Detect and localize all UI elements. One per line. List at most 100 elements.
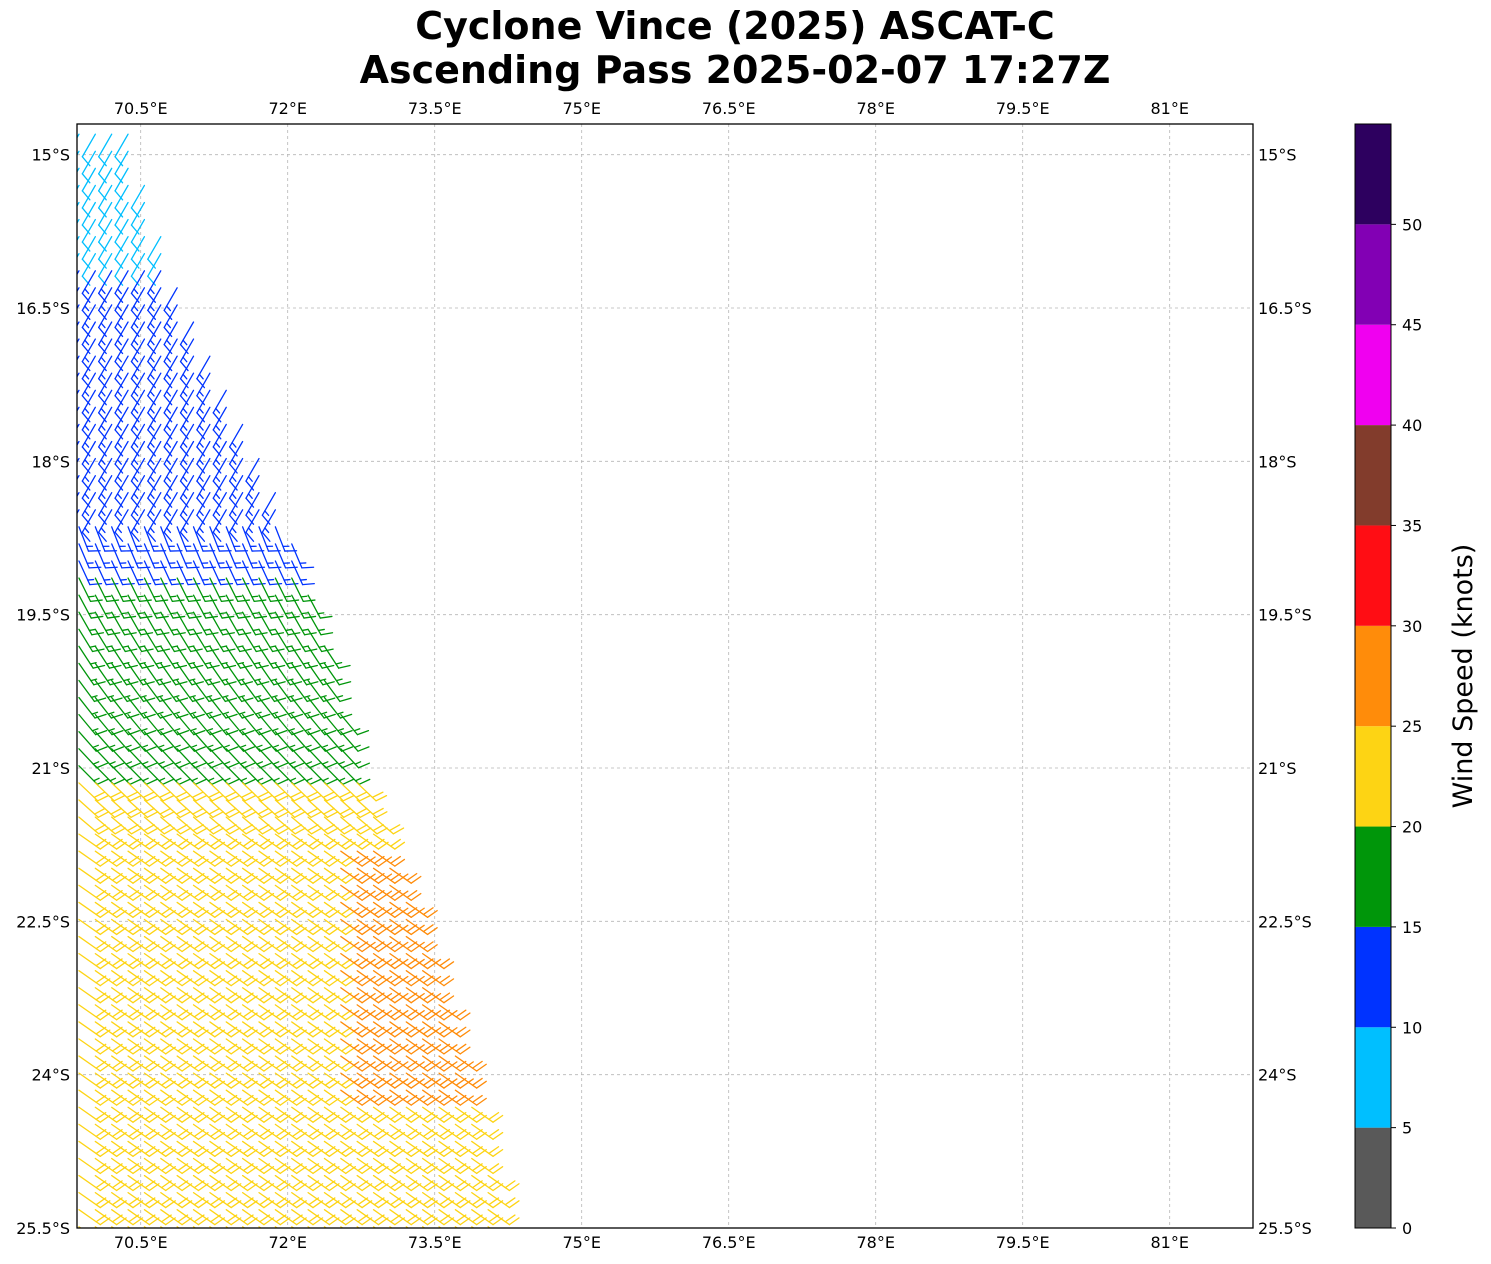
barb-staff	[78, 696, 96, 719]
barb-staff	[78, 731, 97, 752]
wind-barb	[163, 492, 178, 525]
wind-barb	[98, 184, 113, 218]
barb-half-feather	[386, 1044, 393, 1049]
barb-feather	[493, 1235, 503, 1242]
barb-feather	[231, 1235, 241, 1242]
barb-feather	[372, 824, 385, 832]
barb-half-feather	[369, 907, 376, 913]
barb-half-feather	[219, 612, 227, 615]
barb-feather	[324, 746, 337, 752]
wind-barb	[163, 457, 178, 491]
barb-half-feather	[172, 695, 180, 699]
barb-staff	[78, 713, 97, 736]
barb-staff	[81, 492, 96, 516]
barb-feather	[198, 1235, 208, 1242]
barb-feather	[114, 190, 124, 201]
barb-staff	[196, 509, 211, 533]
wind-barb	[147, 423, 162, 457]
barb-staff	[340, 833, 363, 850]
barb-feather	[504, 1214, 516, 1223]
wind-barb	[179, 440, 195, 474]
wind-barb	[307, 1226, 311, 1228]
barb-staff	[323, 1072, 347, 1089]
barb-staff	[274, 970, 298, 987]
barb-staff	[212, 492, 227, 516]
barb-half-feather	[467, 1078, 474, 1083]
barb-feather	[163, 827, 176, 835]
barb-feather	[179, 412, 189, 423]
barb-staff	[81, 201, 96, 226]
barb-staff	[78, 1174, 101, 1192]
barb-half-feather	[353, 1010, 360, 1015]
barb-half-feather	[202, 595, 210, 598]
barb-feather	[375, 794, 388, 802]
barb-staff	[389, 867, 412, 884]
barb-staff	[98, 492, 113, 516]
barb-feather	[289, 791, 302, 799]
barb-half-feather	[93, 777, 100, 782]
wind-barb	[471, 1157, 504, 1175]
barb-staff	[454, 1106, 478, 1123]
colorbar-tick-label: 15	[1402, 918, 1422, 937]
barb-half-feather	[84, 459, 90, 465]
barb-feather	[159, 697, 172, 703]
barb-staff	[405, 1055, 429, 1072]
barb-staff	[143, 1157, 167, 1175]
barb-staff	[160, 970, 183, 987]
barb-half-feather	[84, 476, 90, 482]
barb-feather	[179, 514, 189, 525]
barb-half-feather	[252, 628, 260, 632]
barb-staff	[454, 1055, 478, 1072]
barb-feather	[508, 1200, 520, 1209]
barb-half-feather	[353, 1078, 360, 1083]
barb-staff	[471, 1123, 494, 1140]
barb-feather	[220, 599, 234, 603]
barb-feather	[66, 396, 74, 405]
wind-barb	[130, 423, 146, 457]
wind-barb	[389, 867, 422, 884]
barb-staff	[147, 457, 162, 482]
barb-half-feather	[149, 373, 155, 380]
barb-feather	[114, 395, 124, 406]
barb-feather	[362, 1235, 372, 1242]
barb-half-feather	[386, 924, 393, 930]
barb-staff	[405, 901, 429, 918]
barb-feather	[309, 794, 322, 802]
barb-half-feather	[264, 527, 270, 534]
barb-feather	[130, 514, 140, 525]
lat-tick-label-left: 19.5°S	[16, 606, 70, 625]
barb-feather	[130, 412, 140, 423]
barb-feather	[224, 791, 237, 799]
barb-feather	[163, 463, 173, 474]
barb-staff	[372, 987, 396, 1004]
wind-barb	[163, 355, 178, 389]
wind-barb	[340, 1226, 372, 1242]
barb-staff	[81, 133, 96, 158]
barb-staff	[389, 952, 412, 970]
wind-barb	[471, 1106, 504, 1123]
wind-barb	[127, 594, 153, 619]
barb-feather	[98, 241, 107, 252]
barb-staff	[307, 1226, 311, 1228]
barb-feather	[98, 480, 107, 491]
barb-feather	[81, 156, 91, 167]
wind-barb	[94, 628, 122, 653]
barb-staff	[143, 1004, 167, 1021]
barb-half-feather	[68, 357, 72, 361]
barb-staff	[160, 1157, 183, 1175]
wind-barb	[111, 560, 135, 586]
wind-barb	[78, 611, 105, 636]
barb-staff	[143, 816, 165, 835]
barb-half-feather	[303, 695, 311, 699]
barb-feather	[100, 1235, 110, 1242]
barb-staff	[258, 1038, 281, 1055]
barb-half-feather	[182, 424, 188, 431]
barb-feather	[240, 681, 254, 686]
barb-half-feather	[170, 628, 178, 632]
barb-staff	[372, 1106, 396, 1123]
barb-staff	[196, 492, 211, 516]
barb-staff	[111, 1174, 134, 1192]
barb-staff	[81, 270, 96, 294]
barb-staff	[438, 1106, 461, 1123]
barb-staff	[160, 1209, 183, 1226]
